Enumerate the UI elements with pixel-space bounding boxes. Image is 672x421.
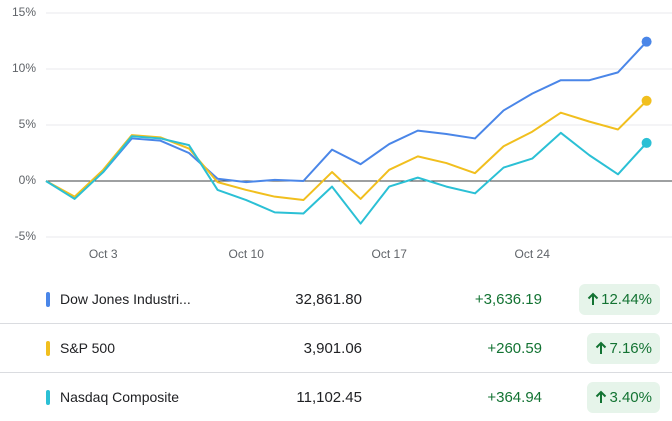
line-series (45, 131, 648, 225)
up-arrow (596, 390, 607, 403)
series-swatch (46, 389, 50, 405)
percent-value: 3.40% (609, 388, 652, 406)
index-price: 32,861.80 (295, 290, 362, 308)
index-price: 11,102.45 (296, 388, 362, 406)
end-dot (641, 95, 652, 106)
x-tick-label: Oct 24 (515, 247, 551, 261)
percent-value: 12.44% (601, 290, 652, 308)
percent-change: 7.16% (587, 332, 660, 364)
up-arrow (596, 341, 607, 354)
x-tick-label: Oct 3 (89, 247, 118, 261)
series-swatch (46, 291, 50, 307)
percent-change: 12.44% (579, 283, 660, 315)
index-change: +260.59 (487, 339, 542, 357)
x-tick-label: Oct 10 (229, 247, 265, 261)
index-name: S&P 500 (60, 340, 116, 356)
percent-value: 7.16% (609, 339, 652, 357)
y-tick-label: 5% (19, 117, 37, 131)
line-series (45, 100, 648, 202)
end-dot (641, 137, 652, 148)
line-series (45, 40, 648, 199)
y-tick-label: 15% (12, 5, 36, 19)
series-swatch (46, 340, 50, 356)
index-change: +364.94 (487, 388, 542, 406)
end-dot (641, 36, 652, 47)
index-change: +3,636.19 (474, 290, 542, 308)
index-price: 3,901.06 (303, 339, 362, 357)
index-name: Nasdaq Composite (60, 389, 180, 405)
x-tick-label: Oct 17 (372, 247, 408, 261)
chart: 15% 10% 5% 0% -5% Oct 3 Oct 10 Oct 17 Oct 24 (12, 5, 672, 261)
up-arrow (587, 292, 599, 305)
index-name: Dow Jones Industri... (60, 291, 191, 307)
row-separator (0, 372, 672, 373)
table-row[interactable]: S&P 500 3,901.06 +260.59 7.16% (0, 324, 672, 372)
y-tick-label: -5% (15, 229, 37, 243)
percent-change: 3.40% (587, 381, 660, 413)
table-row[interactable]: Nasdaq Composite 11,102.45 +364.94 3.40% (0, 373, 672, 421)
y-tick-label: 0% (19, 173, 37, 187)
row-separator (0, 323, 672, 324)
table-row[interactable]: Dow Jones Industri... 32,861.80 +3,636.19 1… (0, 275, 672, 323)
y-tick-label: 10% (12, 61, 36, 75)
